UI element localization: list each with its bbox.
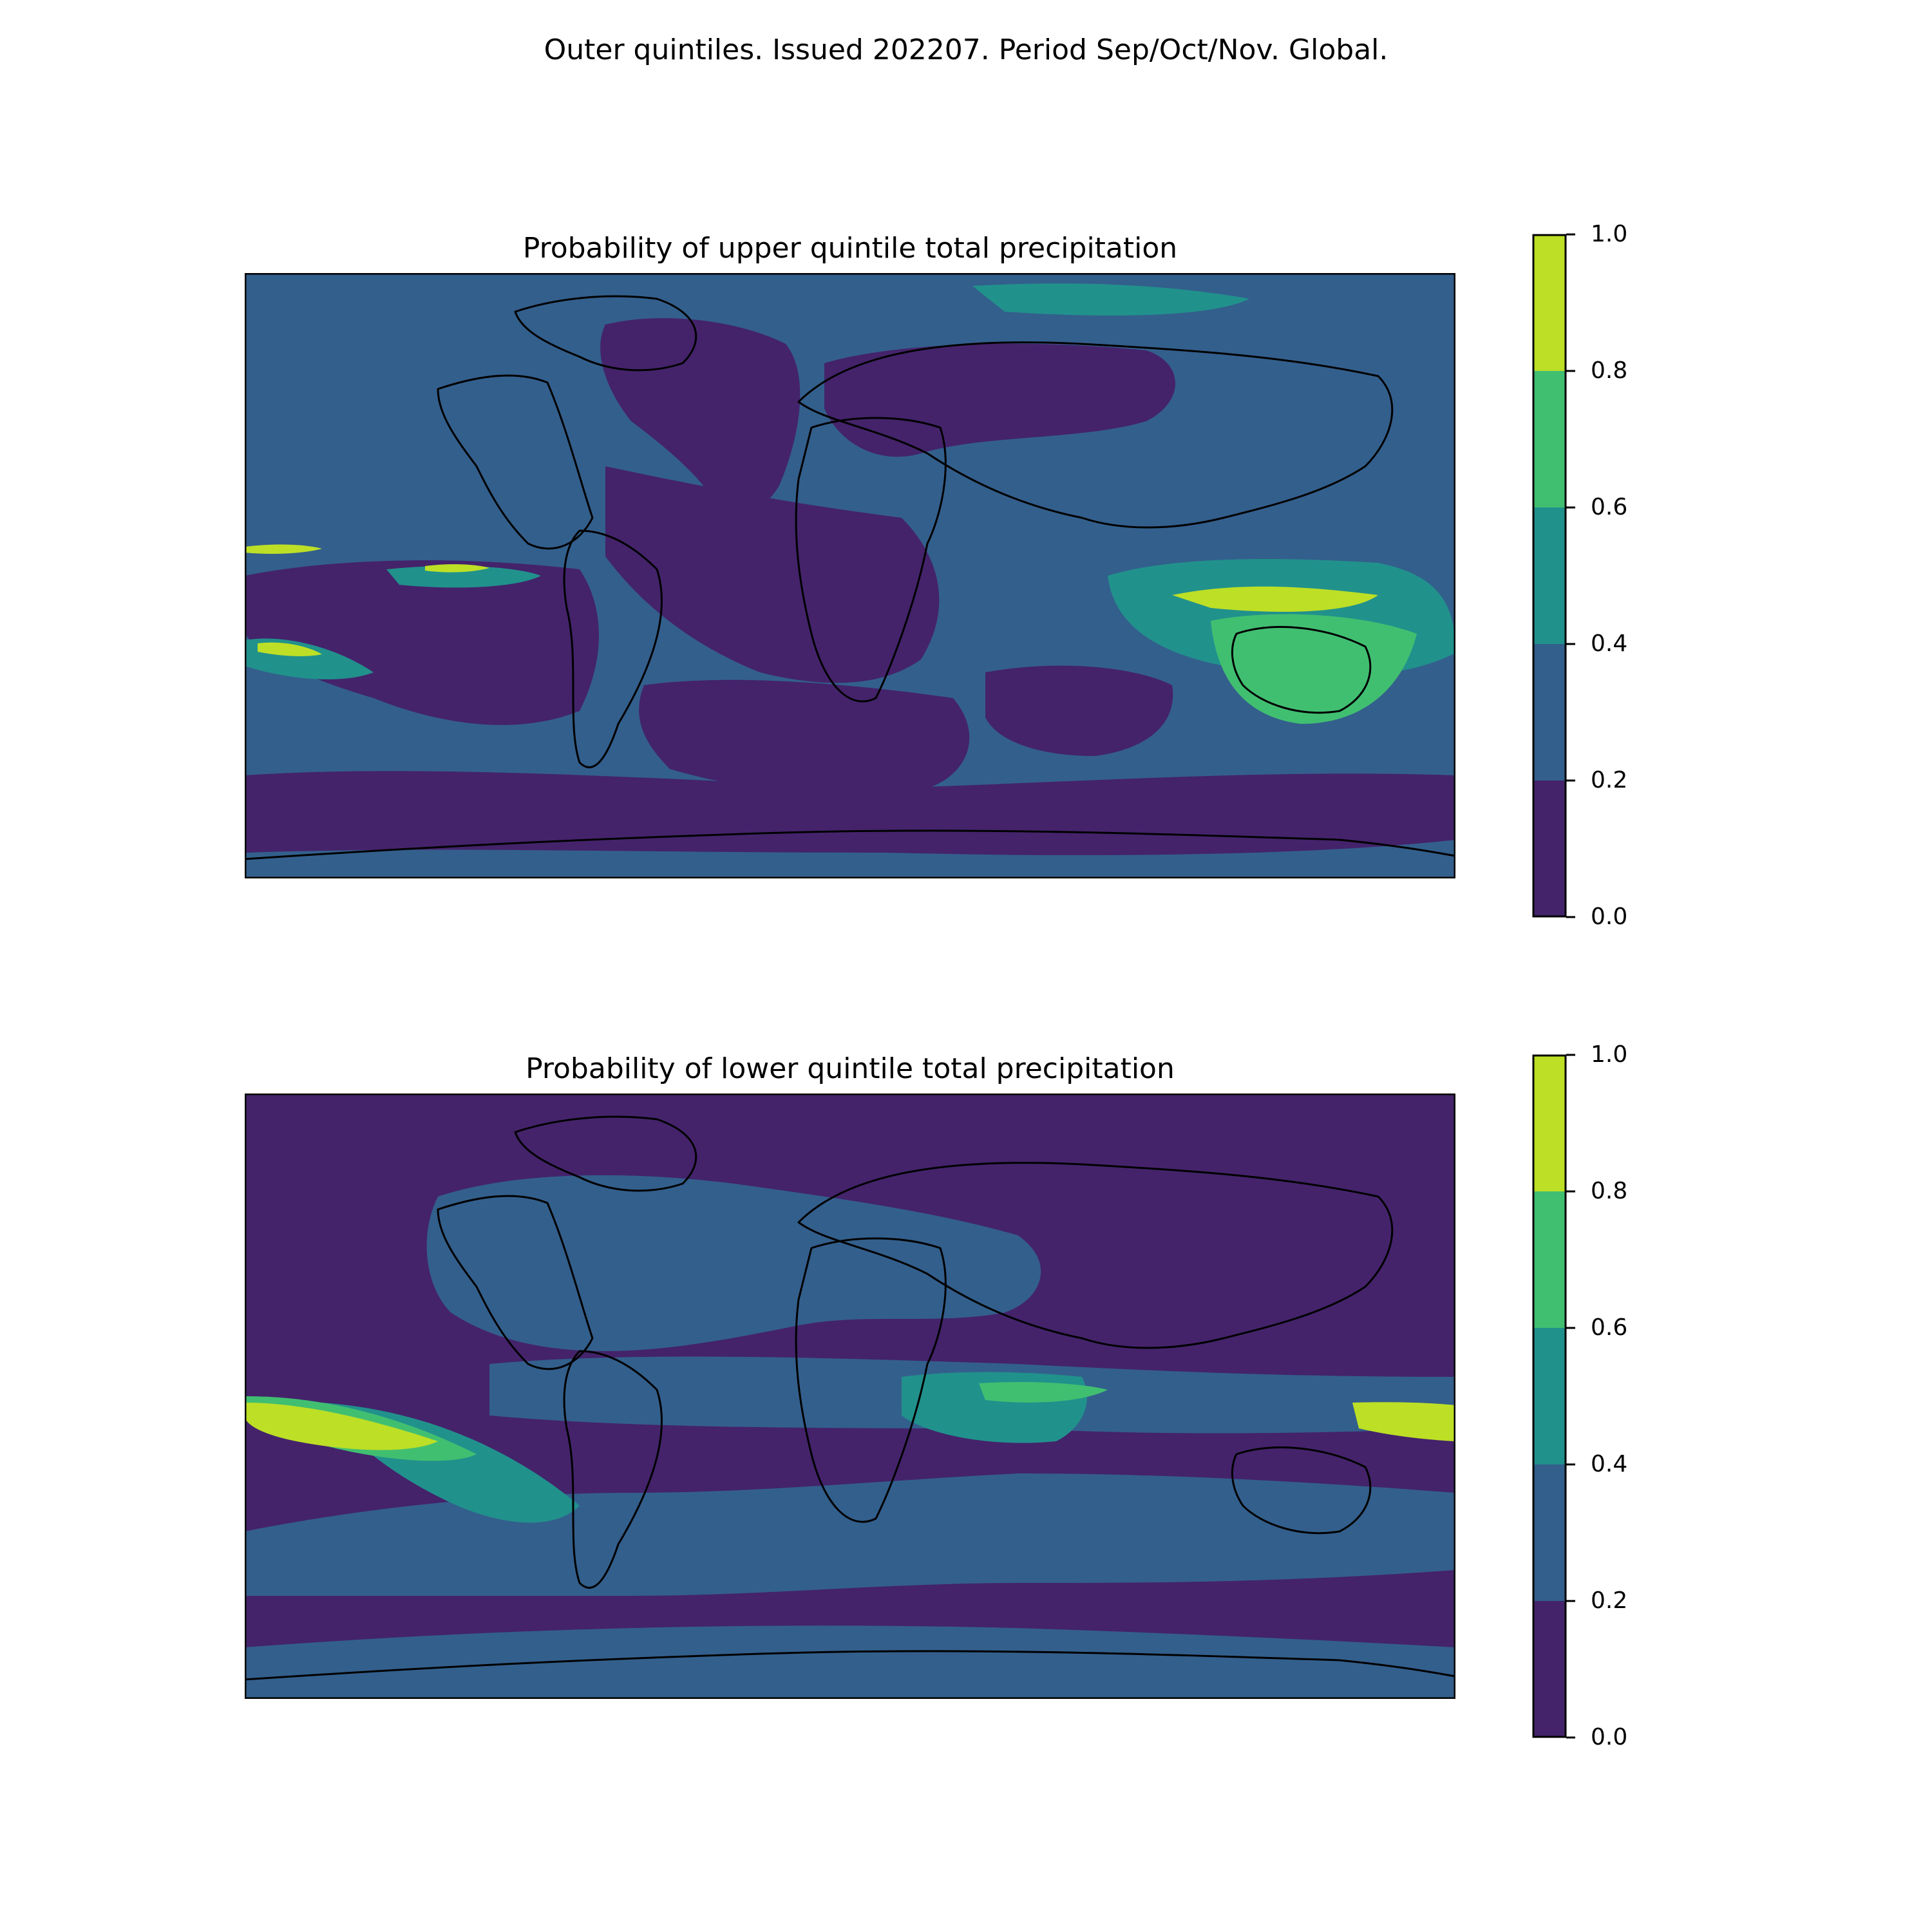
lower-cbar-tick-3: 0.6 <box>1591 1314 1628 1341</box>
lower-region-west-pacific-core <box>1352 1402 1455 1441</box>
upper-region-south-atlantic <box>639 679 970 794</box>
upper-coastlines <box>245 295 1455 860</box>
colorbar-segment-0 <box>1533 1601 1566 1738</box>
figure-title: Outer quintiles. Issued 202207. Period S… <box>544 33 1388 66</box>
lower-map-svg <box>245 1094 1455 1699</box>
lower-quintile-map <box>245 1094 1455 1699</box>
lower-region-east-pacific-core <box>245 1403 438 1450</box>
upper-region-itcz-core <box>425 564 489 573</box>
upper-map-frame <box>245 273 1455 878</box>
upper-cbar-tick-5: 1.0 <box>1591 221 1628 247</box>
colorbar-segment-2 <box>1533 1328 1566 1464</box>
lower-colorbar <box>1532 1054 1575 1739</box>
colorbar-segment-2 <box>1533 507 1566 644</box>
upper-cbar-tick-0: 0.0 <box>1591 904 1628 930</box>
lower-coastlines <box>245 1115 1455 1681</box>
lower-cbar-tick-1: 0.2 <box>1591 1587 1628 1614</box>
colorbar-segment-0 <box>1533 781 1566 917</box>
upper-region-indian-ocean <box>985 665 1173 756</box>
upper-cbar-tick-3: 0.6 <box>1591 494 1628 520</box>
upper-region-central-pacific <box>245 544 322 554</box>
lower-region-west-indian <box>979 1382 1108 1403</box>
lower-colorbar-svg <box>1532 1054 1575 1739</box>
upper-cbar-tick-4: 0.8 <box>1591 357 1628 384</box>
lower-cbar-tick-4: 0.8 <box>1591 1178 1628 1204</box>
colorbar-segment-4 <box>1533 234 1566 371</box>
colorbar-segment-1 <box>1533 644 1566 781</box>
upper-map-svg <box>245 273 1455 878</box>
lower-map-frame <box>245 1094 1455 1699</box>
upper-region-itcz-east <box>386 565 541 588</box>
lower-cbar-tick-5: 1.0 <box>1591 1041 1628 1068</box>
upper-region-arctic-band <box>972 283 1249 316</box>
upper-region-southwest-pacific <box>258 642 322 656</box>
lower-panel-title: Probability of lower quintile total prec… <box>526 1052 1175 1085</box>
upper-region-north-atlantic <box>600 318 800 511</box>
colorbar-segment-4 <box>1533 1055 1566 1191</box>
colorbar-segment-1 <box>1533 1464 1566 1601</box>
upper-cbar-tick-2: 0.4 <box>1591 630 1628 657</box>
upper-region-australia <box>1211 614 1417 724</box>
upper-region-indonesia-core <box>1172 586 1378 612</box>
upper-region-equatorial-pacific <box>245 560 599 725</box>
lower-region-antarctic-margin <box>245 1625 1455 1699</box>
colorbar-segment-3 <box>1533 371 1566 507</box>
lower-cbar-tick-0: 0.0 <box>1591 1724 1628 1750</box>
upper-cbar-tick-1: 0.2 <box>1591 767 1628 793</box>
upper-quintile-map <box>245 273 1455 878</box>
upper-colorbar <box>1532 233 1575 918</box>
upper-panel-title: Probability of upper quintile total prec… <box>522 232 1178 265</box>
lower-cbar-tick-2: 0.4 <box>1591 1451 1628 1477</box>
upper-colorbar-svg <box>1532 233 1575 918</box>
upper-region-europe-asia <box>824 343 1175 457</box>
upper-region-tropical-atlantic <box>605 466 940 683</box>
colorbar-segment-3 <box>1533 1191 1566 1328</box>
lower-region-atlantic-americas <box>426 1175 1041 1351</box>
